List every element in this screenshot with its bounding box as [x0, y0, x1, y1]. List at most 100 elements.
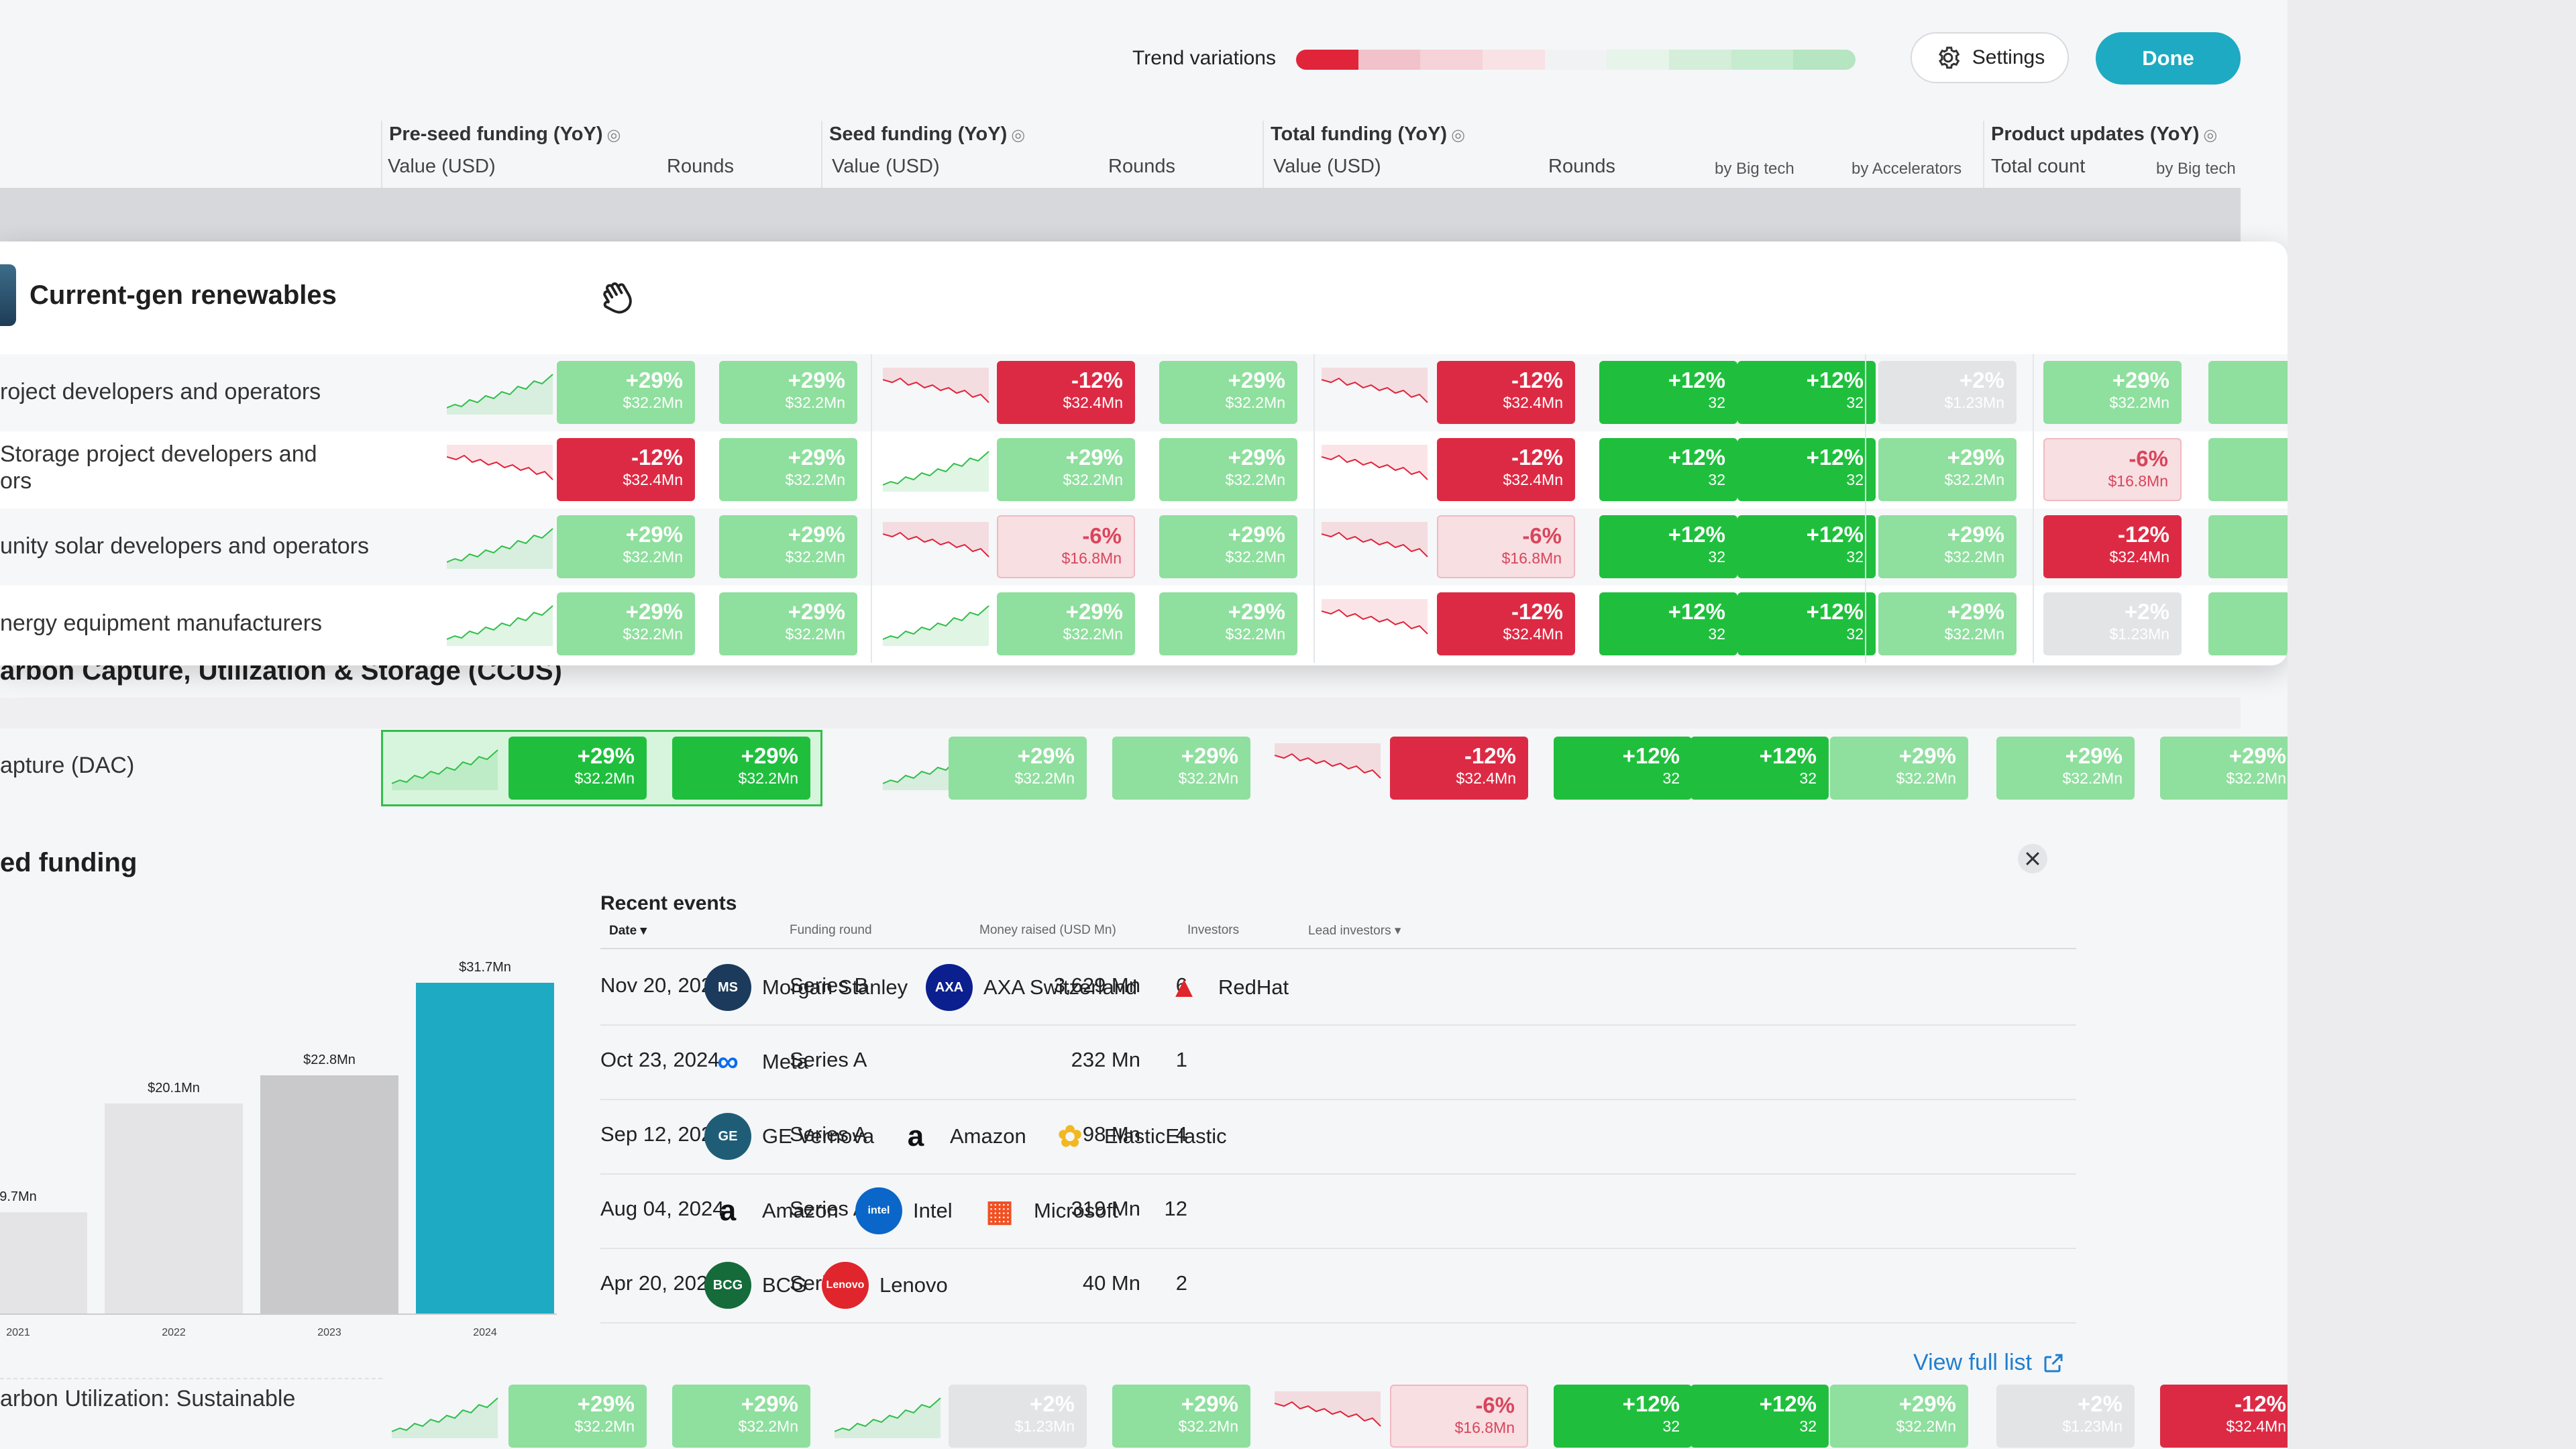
- bottom-row-label[interactable]: arbon Utilization: Sustainable: [0, 1386, 296, 1411]
- header-product-count[interactable]: Total count: [1991, 156, 2086, 177]
- done-button[interactable]: Done: [2096, 32, 2241, 85]
- metric-cell[interactable]: +2% $1.23Mn: [2043, 592, 2182, 655]
- lead-investor[interactable]: a Amazon: [892, 1113, 1026, 1160]
- lead-investor[interactable]: ▲ RedHat: [1161, 964, 1289, 1011]
- metric-cell[interactable]: -6% $16.8Mn: [1437, 515, 1575, 578]
- metric-cell[interactable]: +29% $32.2Mn: [557, 515, 695, 578]
- metric-cell[interactable]: +12% 32: [1599, 515, 1737, 578]
- lead-investor[interactable]: GE GE Vernova: [704, 1113, 874, 1160]
- header-total-rounds[interactable]: Rounds: [1548, 156, 1615, 177]
- metric-cell[interactable]: +29% $32.2Mn: [1878, 592, 2017, 655]
- metric-cell[interactable]: +12% 32: [1737, 438, 1876, 501]
- lead-investor[interactable]: ∞ Meta: [704, 1038, 808, 1085]
- lead-investor[interactable]: MS Morgan Stanley: [704, 964, 908, 1011]
- metric-cell[interactable]: +29% $32.2Mn: [508, 737, 647, 800]
- events-header-date[interactable]: Date ▾: [609, 924, 647, 938]
- metric-cell[interactable]: -12% $32.4Mn: [997, 361, 1135, 424]
- table-row[interactable]: roject developers and operators +29% $32.2…: [0, 354, 2288, 431]
- metric-cell[interactable]: +29% $32.2Mn: [672, 737, 810, 800]
- metric-cell[interactable]: -12% $32.4Mn: [1437, 361, 1575, 424]
- metric-cell[interactable]: [2208, 515, 2288, 578]
- metric-cell[interactable]: +29% $32.2Mn: [719, 438, 857, 501]
- chart-bar[interactable]: [0, 1212, 87, 1313]
- metric-cell[interactable]: -12% $32.4Mn: [1390, 737, 1528, 800]
- metric-cell[interactable]: +29% $32.2Mn: [672, 1385, 810, 1448]
- events-header-round[interactable]: Funding round: [790, 923, 872, 937]
- metric-cell[interactable]: -12% $32.4Mn: [2160, 1385, 2288, 1448]
- header-total-bigtech[interactable]: by Big tech: [1715, 160, 1794, 178]
- event-row[interactable]: Nov 20, 2024 Series B 3,629 Mn 6 MS Morgan St…: [600, 949, 2076, 1026]
- events-header-lead[interactable]: Lead investors ▾: [1308, 924, 1401, 938]
- header-total-accelerators[interactable]: by Accelerators: [1851, 160, 1962, 178]
- metric-cell[interactable]: +12% 32: [1737, 361, 1876, 424]
- metric-cell[interactable]: +29% $32.2Mn: [997, 592, 1135, 655]
- metric-cell[interactable]: +29% $32.2Mn: [2043, 361, 2182, 424]
- lead-investor[interactable]: Lenovo Lenovo: [822, 1262, 948, 1309]
- header-preseed-rounds[interactable]: Rounds: [667, 156, 734, 177]
- metric-cell[interactable]: +29% $32.2Mn: [1159, 515, 1297, 578]
- metric-cell[interactable]: +12% 32: [1690, 1385, 1829, 1448]
- lead-investor[interactable]: ▦ Microsoft: [976, 1187, 1118, 1234]
- events-header-money[interactable]: Money raised (USD Mn): [979, 923, 1116, 937]
- metric-cell[interactable]: +29% $32.2Mn: [1112, 737, 1250, 800]
- metric-cell[interactable]: +29% $32.2Mn: [2160, 737, 2288, 800]
- info-icon[interactable]: ◎: [2203, 126, 2218, 144]
- metric-cell[interactable]: +29% $32.2Mn: [508, 1385, 647, 1448]
- metric-cell[interactable]: +29% $32.2Mn: [719, 592, 857, 655]
- metric-cell[interactable]: +29% $32.2Mn: [1830, 1385, 1968, 1448]
- table-row[interactable]: nergy equipment manufacturers +29% $32.2Mn…: [0, 586, 2288, 663]
- metric-cell[interactable]: +12% 32: [1599, 592, 1737, 655]
- metric-cell[interactable]: +2% $1.23Mn: [949, 1385, 1087, 1448]
- header-seed-rounds[interactable]: Rounds: [1108, 156, 1175, 177]
- metric-cell[interactable]: [2208, 361, 2288, 424]
- chart-bar[interactable]: [105, 1104, 243, 1313]
- metric-cell[interactable]: +29% $32.2Mn: [1996, 737, 2135, 800]
- metric-cell[interactable]: +29% $32.2Mn: [557, 361, 695, 424]
- metric-cell[interactable]: +12% 32: [1690, 737, 1829, 800]
- metric-cell[interactable]: +12% 32: [1554, 1385, 1692, 1448]
- metric-cell[interactable]: +2% $1.23Mn: [1996, 1385, 2135, 1448]
- metric-cell[interactable]: [2208, 592, 2288, 655]
- metric-cell[interactable]: +29% $32.2Mn: [1112, 1385, 1250, 1448]
- event-row[interactable]: Sep 12, 2024 Series A 98 Mn 4 GE GE Vernova a A…: [600, 1098, 2076, 1175]
- close-panel-button[interactable]: [2018, 844, 2047, 873]
- info-icon[interactable]: ◎: [1451, 126, 1466, 144]
- metric-cell[interactable]: +29% $32.2Mn: [1159, 592, 1297, 655]
- metric-cell[interactable]: +29% $32.2Mn: [997, 438, 1135, 501]
- dac-row-label[interactable]: apture (DAC): [0, 753, 135, 778]
- metric-cell[interactable]: +12% 32: [1737, 515, 1876, 578]
- metric-cell[interactable]: +12% 32: [1599, 438, 1737, 501]
- event-row[interactable]: Aug 04, 2024 Series A 319 Mn 12 a Amazon intel…: [600, 1173, 2076, 1249]
- header-total-value[interactable]: Value (USD): [1273, 156, 1381, 177]
- lead-investor[interactable]: AXA AXA Switzerland: [926, 964, 1137, 1011]
- metric-cell[interactable]: -12% $32.4Mn: [1437, 438, 1575, 501]
- events-header-investors[interactable]: Investors: [1187, 923, 1240, 937]
- metric-cell[interactable]: -6% $16.8Mn: [1390, 1385, 1528, 1448]
- metric-cell[interactable]: +12% 32: [1599, 361, 1737, 424]
- grab-hand-icon[interactable]: [593, 272, 641, 321]
- metric-cell[interactable]: +29% $32.2Mn: [949, 737, 1087, 800]
- metric-cell[interactable]: +29% $32.2Mn: [719, 515, 857, 578]
- table-row[interactable]: Storage project developers and ors -12% $3…: [0, 431, 2288, 508]
- metric-cell[interactable]: -12% $32.4Mn: [1437, 592, 1575, 655]
- metric-cell[interactable]: +29% $32.2Mn: [719, 361, 857, 424]
- chart-bar[interactable]: [260, 1075, 398, 1313]
- metric-cell[interactable]: -12% $32.4Mn: [557, 438, 695, 501]
- metric-cell[interactable]: +29% $32.2Mn: [1878, 515, 2017, 578]
- metric-cell[interactable]: -6% $16.8Mn: [2043, 438, 2182, 501]
- lead-investor[interactable]: BCG BCG: [704, 1262, 807, 1309]
- metric-cell[interactable]: -12% $32.4Mn: [2043, 515, 2182, 578]
- settings-button[interactable]: Settings: [1911, 32, 2069, 83]
- lead-investor[interactable]: ✿ ElasticElastic: [1046, 1113, 1227, 1160]
- header-product-bigtech[interactable]: by Big tech: [2156, 160, 2236, 178]
- header-seed-value[interactable]: Value (USD): [832, 156, 940, 177]
- view-full-list-link[interactable]: View full list: [1913, 1350, 2065, 1376]
- event-row[interactable]: Oct 23, 2024 Series A 232 Mn 1 ∞ Meta: [600, 1024, 2076, 1100]
- metric-cell[interactable]: +29% $32.2Mn: [1159, 361, 1297, 424]
- info-icon[interactable]: ◎: [1011, 126, 1026, 144]
- metric-cell[interactable]: +29% $32.2Mn: [1159, 438, 1297, 501]
- header-preseed-value[interactable]: Value (USD): [388, 156, 496, 177]
- lead-investor[interactable]: intel Intel: [855, 1187, 953, 1234]
- metric-cell[interactable]: +29% $32.2Mn: [557, 592, 695, 655]
